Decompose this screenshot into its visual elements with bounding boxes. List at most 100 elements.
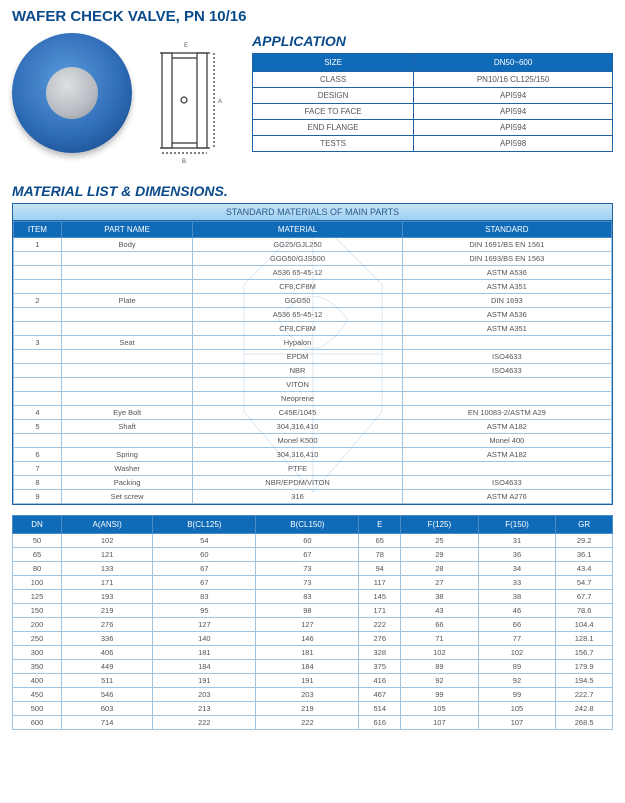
- mat-std: ASTM A276: [402, 490, 611, 504]
- dim-cell: 128.1: [556, 632, 613, 646]
- dim-cell: 213: [153, 702, 256, 716]
- dim-cell: 191: [256, 674, 359, 688]
- technical-drawing: A B E: [142, 33, 242, 173]
- mat-th-item: ITEM: [14, 222, 62, 238]
- mat-item: [14, 322, 62, 336]
- mat-part: Seat: [61, 336, 193, 350]
- mat-std: [402, 378, 611, 392]
- mat-std: ASTM A351: [402, 322, 611, 336]
- dim-cell: 73: [256, 576, 359, 590]
- dim-cell: 43: [401, 604, 479, 618]
- dim-cell: 127: [153, 618, 256, 632]
- mat-th-part: PART NAME: [61, 222, 193, 238]
- dim-cell: 219: [61, 604, 152, 618]
- dim-cell: 336: [61, 632, 152, 646]
- dim-cell: 600: [13, 716, 62, 730]
- mat-mat: Monel K500: [193, 434, 402, 448]
- dim-cell: 92: [401, 674, 479, 688]
- mat-item: [14, 252, 62, 266]
- mat-part: [61, 280, 193, 294]
- dim-cell: 43.4: [556, 562, 613, 576]
- dim-cell: 65: [359, 534, 401, 548]
- mat-item: [14, 266, 62, 280]
- dim-cell: 78: [359, 548, 401, 562]
- dim-cell: 219: [256, 702, 359, 716]
- mat-item: [14, 308, 62, 322]
- dim-cell: 222: [359, 618, 401, 632]
- dim-cell: 171: [61, 576, 152, 590]
- dim-cell: 78.6: [556, 604, 613, 618]
- mat-mat: CF8,CF8M: [193, 280, 402, 294]
- dim-cell: 99: [478, 688, 556, 702]
- mat-std: ASTM A536: [402, 266, 611, 280]
- dim-cell: 104.4: [556, 618, 613, 632]
- dim-cell: 450: [13, 688, 62, 702]
- mat-mat: EPDM: [193, 350, 402, 364]
- dim-cell: 184: [256, 660, 359, 674]
- dim-cell: 29.2: [556, 534, 613, 548]
- mat-part: [61, 308, 193, 322]
- app-val: PN10/16 CL125/150: [414, 72, 613, 88]
- mat-part: Washer: [61, 462, 193, 476]
- mat-part: [61, 252, 193, 266]
- dim-cell: 102: [401, 646, 479, 660]
- mat-part: [61, 434, 193, 448]
- dim-cell: 193: [61, 590, 152, 604]
- dim-cell: 46: [478, 604, 556, 618]
- mat-part: [61, 266, 193, 280]
- mat-item: 2: [14, 294, 62, 308]
- app-th-size: SIZE: [253, 54, 414, 72]
- dim-cell: 146: [256, 632, 359, 646]
- mat-item: 9: [14, 490, 62, 504]
- mat-part: Packing: [61, 476, 193, 490]
- dim-cell: 36: [478, 548, 556, 562]
- dim-cell: 89: [401, 660, 479, 674]
- dim-cell: 95: [153, 604, 256, 618]
- mat-part: Eye Bolt: [61, 406, 193, 420]
- app-key: DESIGN: [253, 88, 414, 104]
- dim-cell: 67: [256, 548, 359, 562]
- mat-mat: NBR/EPDM/VITON: [193, 476, 402, 490]
- dim-cell: 171: [359, 604, 401, 618]
- mat-std: DIN 1691/BS EN 1561: [402, 238, 611, 252]
- mat-item: 8: [14, 476, 62, 490]
- mat-std: Monel 400: [402, 434, 611, 448]
- dim-cell: 92: [478, 674, 556, 688]
- mat-mat: 304,316,410: [193, 420, 402, 434]
- dim-cell: 89: [478, 660, 556, 674]
- mat-mat: 304,316,410: [193, 448, 402, 462]
- mat-std: [402, 336, 611, 350]
- mat-std: ASTM A182: [402, 420, 611, 434]
- mat-mat: CF8,CF8M: [193, 322, 402, 336]
- dim-cell: 127: [256, 618, 359, 632]
- mat-part: [61, 378, 193, 392]
- dim-cell: 107: [401, 716, 479, 730]
- dim-cell: 156.7: [556, 646, 613, 660]
- dim-cell: 203: [153, 688, 256, 702]
- mat-std: [402, 462, 611, 476]
- mat-part: [61, 392, 193, 406]
- mat-std: EN 10083-2/ASTM A29: [402, 406, 611, 420]
- dim-th: B(CL150): [256, 516, 359, 534]
- dim-cell: 31: [478, 534, 556, 548]
- dim-cell: 66: [401, 618, 479, 632]
- mat-mat: GG25/GJL250: [193, 238, 402, 252]
- application-table: SIZE DN50~600 CLASSPN10/16 CL125/150DESI…: [252, 53, 613, 152]
- dim-cell: 140: [153, 632, 256, 646]
- dim-th: E: [359, 516, 401, 534]
- dim-cell: 71: [401, 632, 479, 646]
- mat-mat: 316: [193, 490, 402, 504]
- mat-part: Body: [61, 238, 193, 252]
- mat-mat: C45E/1045: [193, 406, 402, 420]
- dim-cell: 546: [61, 688, 152, 702]
- mat-part: [61, 350, 193, 364]
- materials-table: ITEM PART NAME MATERIAL STANDARD 1BodyGG…: [13, 221, 612, 504]
- mat-item: 4: [14, 406, 62, 420]
- dim-cell: 133: [61, 562, 152, 576]
- top-row: A B E APPLICATION SIZE DN50~600 CLASSPN1…: [12, 33, 613, 173]
- svg-text:A: A: [218, 99, 222, 105]
- mat-part: Spring: [61, 448, 193, 462]
- mat-mat: A536 65-45-12: [193, 308, 402, 322]
- dim-cell: 181: [153, 646, 256, 660]
- image-area: A B E: [12, 33, 242, 173]
